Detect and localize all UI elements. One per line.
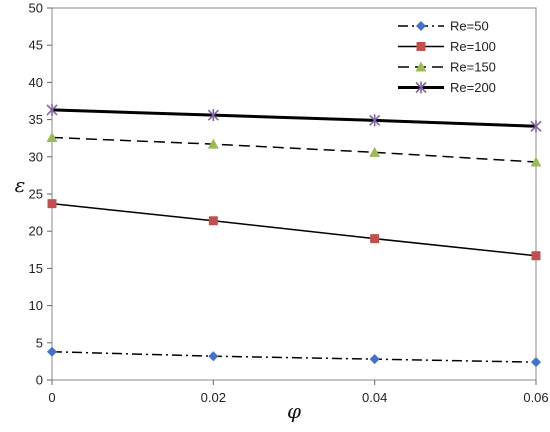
y-tick-label: 10 <box>29 298 43 313</box>
data-point <box>47 199 57 209</box>
legend: Re=50 Re=100 Re=150 Re=200 <box>398 19 496 95</box>
data-point <box>369 146 381 157</box>
legend-marker <box>416 21 426 31</box>
legend-item: Re=150 <box>398 60 496 75</box>
x-tick-label: 0.04 <box>362 390 387 405</box>
legend-marker <box>416 42 426 51</box>
data-point <box>208 351 219 362</box>
x-tick-label: 0.02 <box>201 390 226 405</box>
data-point <box>207 109 219 122</box>
data-point <box>531 357 541 368</box>
legend-label: Re=100 <box>450 39 496 54</box>
plot-area <box>51 7 537 381</box>
series-line <box>51 350 537 363</box>
y-tick-label: 5 <box>36 335 43 350</box>
data-point <box>46 103 58 116</box>
series-1 <box>47 199 541 261</box>
x-axis: 0 0.02 0.04 0.06 <box>48 380 549 405</box>
series-line <box>51 108 537 128</box>
series-0 <box>47 346 541 368</box>
data-point <box>531 251 541 261</box>
data-point <box>530 156 542 167</box>
series-line <box>51 136 537 163</box>
y-tick-label: 20 <box>29 224 43 239</box>
data-point <box>530 120 542 133</box>
data-point <box>208 216 218 226</box>
data-point <box>369 354 380 365</box>
y-axis: 0 5 10 15 20 25 30 35 40 45 50 <box>29 1 52 388</box>
legend-label: Re=50 <box>450 19 489 34</box>
y-tick-label: 0 <box>36 373 43 388</box>
y-axis-title: ε <box>15 173 26 197</box>
x-tick-label: 0 <box>48 390 55 405</box>
x-axis-title: φ <box>287 399 301 423</box>
legend-item: Re=50 <box>398 19 489 34</box>
y-tick-label: 40 <box>29 75 43 90</box>
series-layer <box>46 103 542 368</box>
y-tick-label: 25 <box>29 187 43 202</box>
legend-label: Re=150 <box>450 60 496 75</box>
y-tick-label: 45 <box>29 38 43 53</box>
data-point <box>47 346 57 357</box>
x-tick-label: 0.06 <box>523 390 548 405</box>
legend-item: Re=100 <box>398 39 496 54</box>
data-point <box>207 138 219 149</box>
y-tick-label: 35 <box>29 112 43 127</box>
series-line <box>51 202 537 257</box>
legend-marker <box>415 81 427 94</box>
series-3 <box>46 103 542 133</box>
legend-label: Re=200 <box>450 80 496 95</box>
y-tick-label: 15 <box>29 261 43 276</box>
legend-marker <box>415 61 427 72</box>
y-tick-label: 50 <box>29 1 43 16</box>
series-2 <box>46 131 542 167</box>
legend-item: Re=200 <box>398 80 496 95</box>
y-tick-label: 30 <box>29 149 43 164</box>
data-point <box>369 114 381 127</box>
data-point <box>370 234 380 244</box>
data-point <box>46 131 58 142</box>
